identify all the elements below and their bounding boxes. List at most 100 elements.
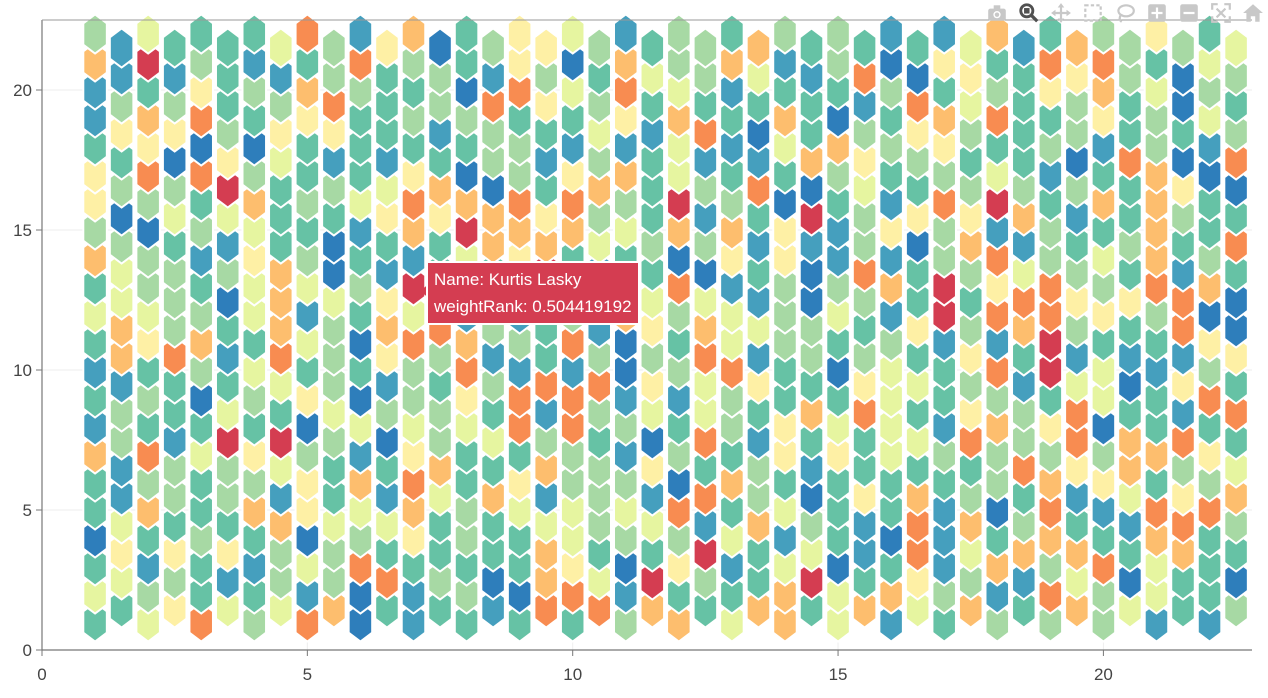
hex-cell <box>1196 265 1223 307</box>
hex-cell <box>374 587 400 629</box>
hex-cell <box>851 335 878 377</box>
hex-cell <box>692 475 719 517</box>
hex-cell <box>586 139 613 181</box>
hex-cell <box>904 587 931 629</box>
hex-cell <box>347 125 374 167</box>
hex-cell <box>798 335 825 377</box>
hex-cell <box>1011 251 1037 293</box>
tooltip-arrow <box>420 283 430 299</box>
hex-cell <box>188 601 214 643</box>
hex-cell <box>613 489 639 531</box>
hex-cell <box>161 279 188 321</box>
hex-cell <box>533 419 559 461</box>
hex-cell <box>214 111 241 153</box>
hex-cell <box>1143 517 1170 559</box>
pan-button[interactable] <box>1048 1 1074 25</box>
hex-cell <box>1143 69 1170 111</box>
hex-cell <box>506 349 533 391</box>
hex-cell <box>321 83 347 125</box>
hex-cell <box>1090 153 1117 195</box>
hex-cell <box>294 265 321 307</box>
hex-cell <box>904 111 931 153</box>
hex-cell <box>374 223 400 265</box>
hex-cell <box>719 405 745 447</box>
hex-cell <box>321 503 347 545</box>
hex-cell <box>268 139 294 181</box>
hex-cell <box>639 55 666 97</box>
hex-cell <box>480 419 506 461</box>
hex-cell <box>1090 41 1117 83</box>
hex-cell <box>931 265 957 307</box>
autoscale-button[interactable] <box>1208 1 1234 25</box>
hex-cell <box>294 377 321 419</box>
hex-cell <box>161 391 188 433</box>
hex-cell <box>984 237 1011 279</box>
hex-cell <box>1011 111 1037 153</box>
hex-cell <box>1037 181 1064 223</box>
hex-cell <box>798 139 825 181</box>
hex-cell <box>400 461 427 503</box>
hex-cell <box>161 167 188 209</box>
hex-cell <box>1117 503 1143 545</box>
hex-cell <box>427 559 453 601</box>
hex-cell <box>1090 13 1117 55</box>
zoom-button[interactable] <box>1016 1 1042 25</box>
hex-cell <box>586 195 613 237</box>
hex-cell <box>427 419 453 461</box>
hex-cell <box>214 419 241 461</box>
hex-cell <box>984 13 1011 55</box>
hex-cell <box>188 489 214 531</box>
hex-cell <box>798 307 825 349</box>
hex-cell <box>241 209 268 251</box>
x-tick-label: 20 <box>1094 665 1113 684</box>
hex-cell <box>1037 377 1064 419</box>
hex-cell <box>692 307 719 349</box>
hex-cell <box>639 279 666 321</box>
hex-cell <box>1143 377 1170 419</box>
camera-button[interactable] <box>984 1 1010 25</box>
hex-cell <box>321 391 347 433</box>
hex-cell <box>639 83 666 125</box>
hex-cell <box>268 111 294 153</box>
zoom-in-button[interactable] <box>1144 1 1170 25</box>
hex-cell <box>984 545 1011 587</box>
hex-cell <box>82 153 108 195</box>
hex-cell <box>745 587 772 629</box>
hex-cell <box>214 55 241 97</box>
hex-cell <box>719 293 745 335</box>
hex-cell <box>1170 419 1196 461</box>
hex-cell <box>161 503 188 545</box>
hex-cell <box>374 27 400 69</box>
hex-cell <box>480 587 506 629</box>
hex-cell <box>559 517 586 559</box>
hex-cell <box>772 69 798 111</box>
reset-axes-button[interactable] <box>1240 1 1266 25</box>
lasso-select-button[interactable] <box>1112 1 1138 25</box>
hex-cell <box>480 27 506 69</box>
hex-cell <box>639 419 666 461</box>
hex-cell <box>1037 69 1064 111</box>
hex-cell <box>427 363 453 405</box>
hex-cell <box>506 209 533 251</box>
hex-cell <box>825 433 851 475</box>
hex-cell <box>82 433 108 475</box>
hex-cell <box>533 531 559 573</box>
box-select-button[interactable] <box>1080 1 1106 25</box>
hex-cell <box>745 223 772 265</box>
zoom-out-button[interactable] <box>1176 1 1202 25</box>
hex-cell <box>559 41 586 83</box>
hex-cell <box>506 489 533 531</box>
hex-cell <box>268 167 294 209</box>
hex-cell <box>851 55 878 97</box>
hex-cell <box>1143 461 1170 503</box>
zoom-out-icon <box>1180 4 1198 22</box>
hex-cell <box>108 419 135 461</box>
hex-cell <box>639 503 666 545</box>
hex-cell <box>268 419 294 461</box>
hex-cell <box>1143 41 1170 83</box>
hex-cell <box>878 209 904 251</box>
hex-cell <box>957 587 984 629</box>
hex-cell <box>745 279 772 321</box>
hex-cell <box>825 377 851 419</box>
